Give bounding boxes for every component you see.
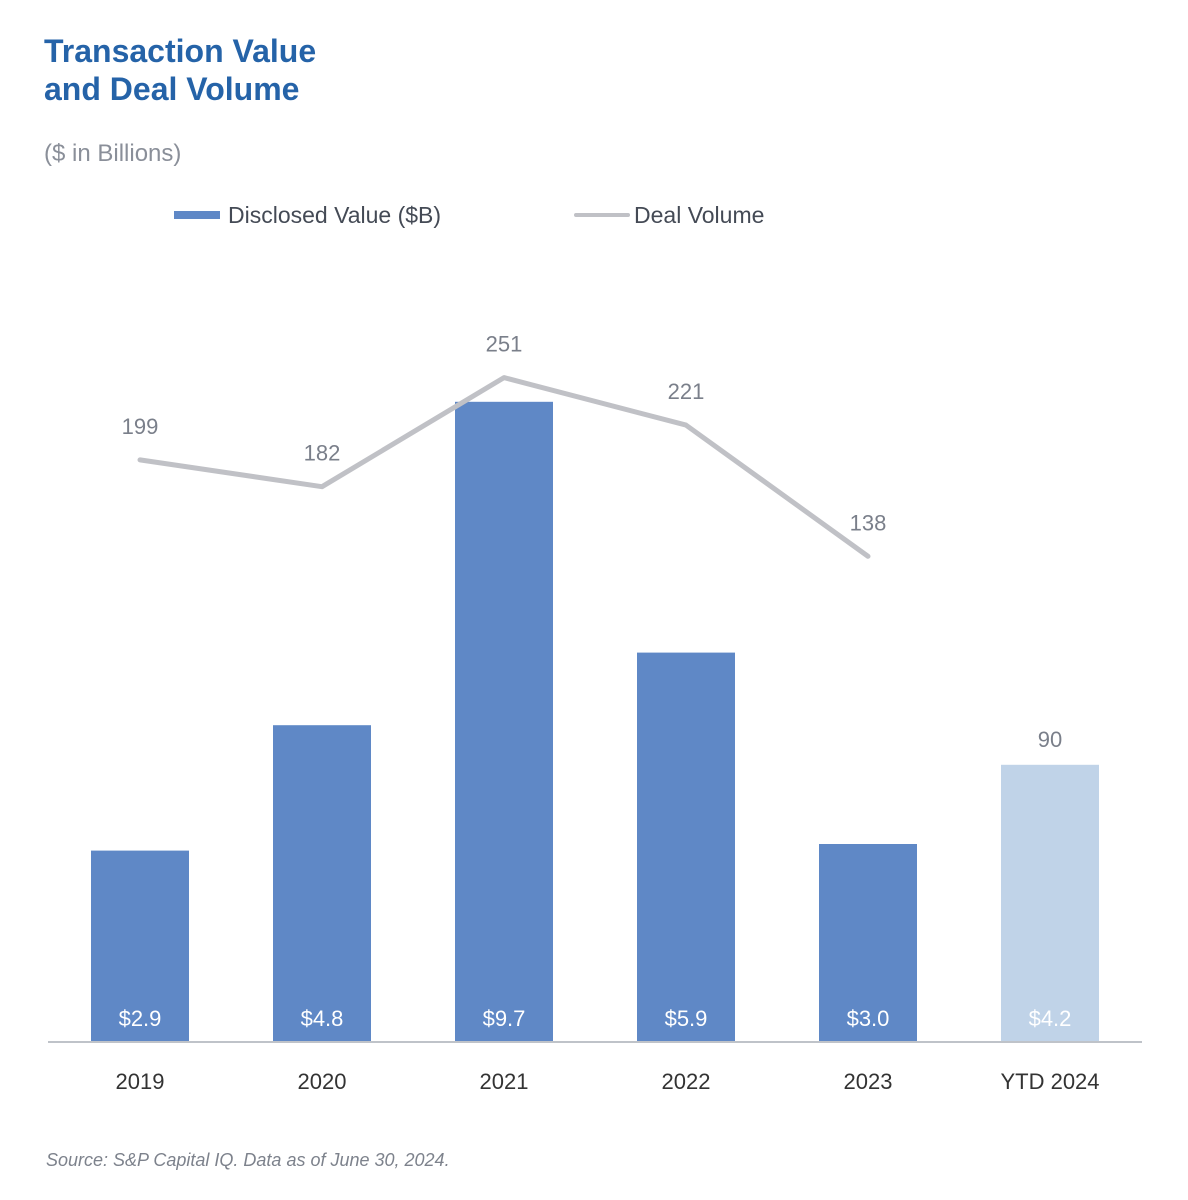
line-value-label: 251	[486, 332, 523, 357]
x-tick-label: 2019	[116, 1069, 165, 1094]
deal-volume-line	[137, 375, 871, 559]
bar-ytd-2024	[1001, 764, 1099, 1042]
line-value-label: 90	[1038, 727, 1062, 752]
x-tick-label: 2022	[662, 1069, 711, 1094]
x-tick-label: 2020	[298, 1069, 347, 1094]
legend-item-disclosed-value: Disclosed Value ($B)	[174, 200, 441, 230]
legend-label-disclosed-value: Disclosed Value ($B)	[228, 201, 442, 228]
line-value-label: 182	[304, 441, 341, 466]
bar-2020	[273, 725, 371, 1042]
bar-value-label: $4.8	[301, 1006, 344, 1031]
chart-title-line-1: Transaction Value	[44, 33, 317, 69]
x-tick-label: 2021	[480, 1069, 529, 1094]
bar-value-label: $3.0	[847, 1006, 890, 1031]
x-tick-label: YTD 2024	[1000, 1069, 1099, 1094]
bar-value-label: $9.7	[483, 1006, 526, 1031]
legend-swatch-bar	[174, 211, 220, 219]
source-note: Source: S&P Capital IQ. Data as of June …	[46, 1150, 450, 1170]
x-tick-label: 2023	[844, 1069, 893, 1094]
line-value-label: 138	[850, 510, 887, 535]
line-value-label: 199	[122, 414, 159, 439]
bar-value-label: $5.9	[665, 1006, 708, 1031]
chart-plot: $2.9 2019 $4.8 2020 $9.7 2021 $5.9 2022 $3.0 2023…	[48, 332, 1142, 1094]
chart-subtitle: ($ in Billions)	[44, 140, 182, 167]
line-value-label: 221	[668, 379, 705, 404]
bar-2021	[455, 401, 553, 1042]
legend-swatch-line	[574, 213, 630, 217]
bar-2023	[819, 844, 917, 1042]
chart-title-line-2: and Deal Volume	[44, 71, 300, 107]
bar-2019	[91, 850, 189, 1042]
legend-label-deal-volume: Deal Volume	[634, 201, 765, 228]
bar-value-label: $4.2	[1029, 1006, 1072, 1031]
legend-item-deal-volume: Deal Volume	[574, 200, 764, 230]
chart-title: Transaction Value and Deal Volume	[44, 32, 644, 108]
bar-value-label: $2.9	[119, 1006, 162, 1031]
bar-2022	[637, 652, 735, 1042]
